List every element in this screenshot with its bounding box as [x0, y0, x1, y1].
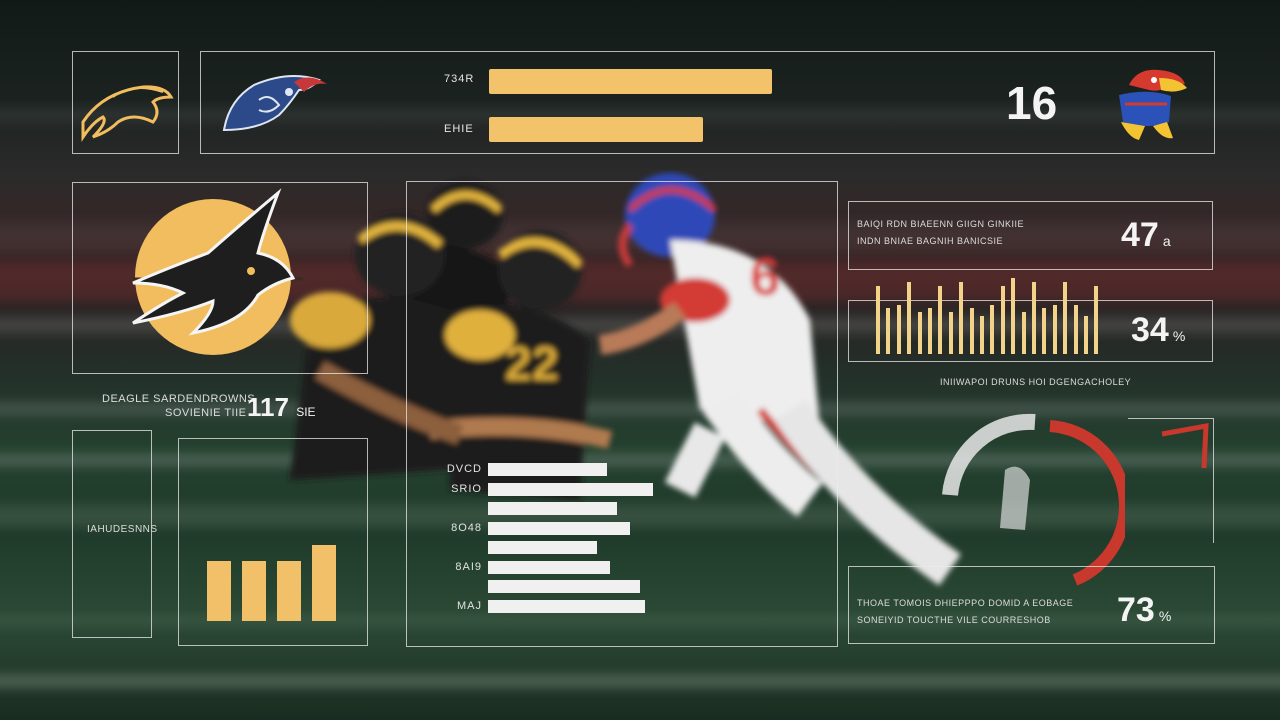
list-row-label: MAJ — [457, 599, 482, 612]
mini-bar — [1032, 281, 1036, 354]
bar2-label: EHIE — [444, 123, 474, 135]
top-stats-bar: 734R EHIE 16 — [200, 51, 1215, 154]
side-info-text: IAHUDESNNS — [87, 524, 158, 535]
mini-bar — [896, 304, 901, 354]
mini-bar — [1063, 281, 1068, 354]
left-stat-number: 117 — [247, 392, 289, 422]
left-caption-line1: DEAGLE SARDENDROWNS — [102, 393, 256, 405]
left-caption-line2: SOVIENIE TIIE — [165, 407, 247, 419]
list-row-bar — [488, 541, 597, 554]
list-row-label: DVCD — [446, 463, 482, 475]
chart-caption: INIIWAPOI DRUNS HOI DGENGACHOLEY — [940, 377, 1132, 387]
hawk-emblem-icon — [132, 188, 303, 355]
left-stat-value: 117 SIE — [247, 392, 316, 423]
gold-bar — [242, 561, 266, 621]
mini-bar — [1073, 304, 1078, 354]
mini-bar — [1052, 304, 1057, 354]
right-stat2-unit: % — [1172, 328, 1186, 344]
jayhawk-logo-icon — [1119, 69, 1187, 140]
buffalo-logo-icon — [81, 85, 174, 142]
svg-text:22: 22 — [505, 338, 558, 391]
footer-line1: THOAE TOMOIS DHIEPPPO DOMID A EOBAGE — [857, 598, 1074, 608]
mini-bar — [990, 304, 995, 354]
right-stat2-value: 34 — [1131, 311, 1169, 349]
mini-bar — [917, 312, 922, 354]
gold-bar — [277, 561, 301, 621]
right-stat-panel-1: BAIQI RDN BIAEENN GIIGN GINKIIE INDN BNI… — [848, 201, 1213, 270]
gold-bars-panel — [178, 438, 368, 646]
right-footer-panel: THOAE TOMOIS DHIEPPPO DOMID A EOBAGE SON… — [848, 566, 1215, 644]
mini-bar — [948, 312, 953, 354]
mini-bar — [1000, 285, 1005, 354]
right-stat1-unit: a — [1162, 233, 1171, 249]
mini-bar — [959, 281, 964, 354]
list-row-bar — [488, 502, 617, 515]
list-row-bar — [488, 560, 611, 574]
mini-bar — [1094, 285, 1099, 354]
list-row-label: 8AI9 — [455, 560, 482, 573]
football-players-illustration: 22 6 — [290, 173, 961, 586]
mini-bar — [928, 308, 932, 354]
team-logo-box-left — [72, 51, 179, 154]
mini-bar — [886, 308, 891, 354]
center-list: DVCD SRIO 8O48 8AI9 MAJ — [406, 455, 706, 635]
mini-bar-chart — [876, 270, 1106, 354]
footer-line2: SONEIYID TOUCTHE VILE COURRESHOB — [857, 615, 1051, 625]
list-row-bar — [488, 599, 645, 613]
list-row-bar — [488, 463, 607, 476]
list-row-label: SRIO — [451, 482, 482, 495]
mini-bar — [1011, 278, 1016, 354]
mini-bar — [1042, 308, 1047, 354]
mini-bar — [876, 285, 880, 354]
mini-bar — [938, 285, 943, 354]
right-stat3-value: 73 — [1117, 591, 1155, 629]
bar1-fill — [489, 69, 772, 94]
list-row-bar — [488, 521, 630, 535]
right-stat-panel-2: 34% — [848, 300, 1213, 362]
gold-bar — [312, 545, 336, 621]
right-stat3: 73% — [1117, 591, 1171, 630]
left-stat-unit: SIE — [296, 405, 316, 419]
right-gauge-panel — [1128, 418, 1214, 543]
right-header-line2: INDN BNIAE BAGNIH BANICSIE — [857, 236, 1004, 246]
corner-arrow-icon — [1161, 422, 1209, 469]
right-stat3-unit: % — [1158, 608, 1172, 624]
emblem-panel — [72, 182, 368, 374]
gauge-ring — [942, 413, 1125, 586]
bird-logo-icon — [222, 75, 327, 132]
mini-bar — [1084, 316, 1088, 354]
right-stat2: 34% — [1131, 311, 1185, 350]
right-header-line1: BAIQI RDN BIAEENN GIIGN GINKIIE — [857, 219, 1025, 229]
player-frame — [406, 181, 838, 647]
bar2-fill — [489, 117, 703, 142]
bar1-label: 734R — [444, 73, 475, 85]
mini-bar — [1021, 312, 1026, 354]
mini-bar — [907, 281, 912, 354]
list-row-bar — [488, 580, 640, 593]
mini-bar — [980, 316, 984, 354]
score-value: 16 — [1006, 77, 1058, 129]
list-row-label: 8O48 — [451, 521, 482, 534]
svg-text:6: 6 — [750, 247, 780, 307]
gold-bar — [207, 561, 231, 621]
right-stat1-value: 47 — [1121, 216, 1159, 254]
side-info-panel: IAHUDESNNS — [72, 430, 157, 638]
right-stat1: 47 a — [1121, 216, 1171, 255]
mini-bar — [969, 308, 974, 354]
list-row-bar — [488, 482, 653, 496]
